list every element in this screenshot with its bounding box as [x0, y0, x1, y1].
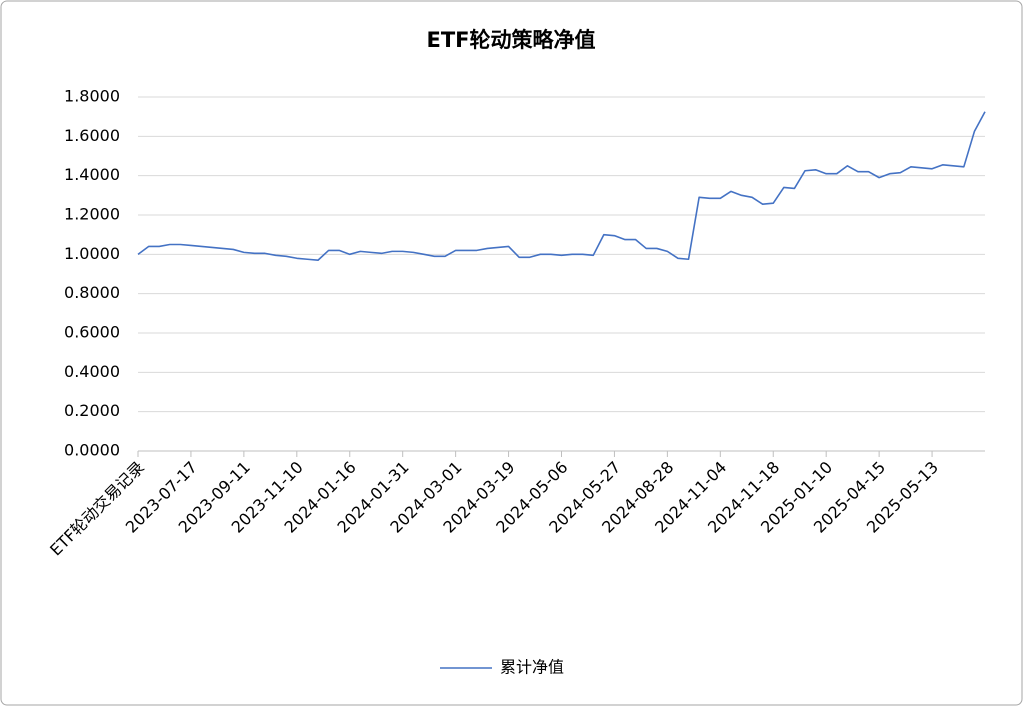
y-tick-label: 1.2000 — [64, 205, 120, 224]
chart-title: ETF轮动策略净值 — [426, 28, 595, 52]
y-tick-label: 0.8000 — [64, 283, 120, 302]
data-line — [137, 111, 986, 262]
y-tick-label: 0.4000 — [64, 362, 120, 381]
y-tick-label: 1.8000 — [64, 87, 120, 106]
y-tick-label: 0.0000 — [64, 441, 120, 460]
y-tick-label: 0.6000 — [64, 323, 120, 342]
y-tick-label: 1.4000 — [64, 165, 120, 184]
y-tick-label: 1.0000 — [64, 244, 120, 263]
legend-label: 累计净值 — [500, 658, 564, 677]
y-tick-label: 0.2000 — [64, 401, 120, 420]
y-tick-label: 1.6000 — [64, 126, 120, 145]
